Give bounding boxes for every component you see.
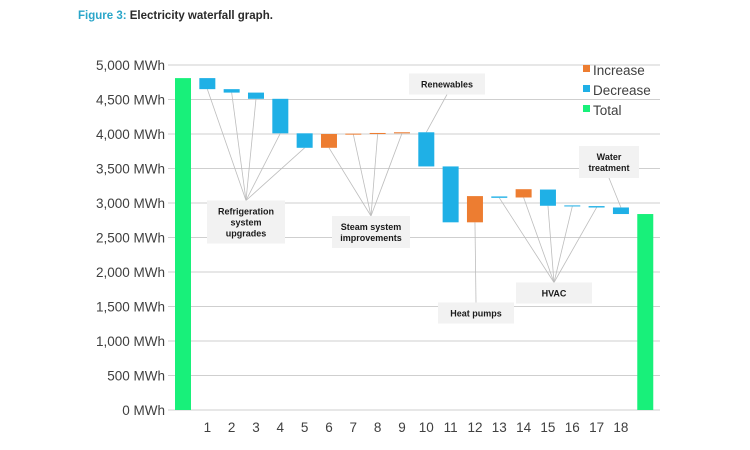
annotation-leader-line: [547, 205, 555, 283]
y-tick-label: 3,500 MWh: [96, 162, 165, 177]
x-tick-label: 4: [277, 420, 285, 435]
annotation-box: [409, 73, 485, 95]
decrease-bar: [612, 207, 629, 215]
annotation-label: HVAC: [542, 289, 567, 299]
x-tick-label: 8: [374, 420, 382, 435]
x-tick-label: 2: [228, 420, 236, 435]
annotation-label: treatment: [588, 163, 629, 173]
y-tick-label: 3,000 MWh: [96, 196, 165, 211]
y-tick-label: 500 MWh: [107, 369, 165, 384]
x-tick-label: 15: [540, 420, 555, 435]
x-tick-label: 14: [516, 420, 532, 435]
x-axis: 1 2 3 4 5 6 7 8 9 10 11 12 13 14 15 16 17 18: [204, 420, 629, 435]
x-tick-label: 13: [492, 420, 507, 435]
annotation-box: [516, 282, 592, 304]
x-tick-label: 12: [467, 420, 482, 435]
y-tick-label: 2,500 MWh: [96, 231, 165, 246]
legend-label: Total: [593, 103, 622, 118]
annotation-label: improvements: [340, 233, 402, 243]
annotation-label: Refrigeration: [218, 207, 274, 217]
annotation-leader-line: [608, 177, 622, 208]
decrease-bar: [296, 133, 313, 148]
decrease-bar: [491, 196, 508, 198]
legend-swatch-increase: [583, 65, 590, 72]
increase-bar: [393, 132, 410, 134]
decrease-bar: [588, 206, 605, 208]
annotation-leader-line: [352, 134, 372, 217]
annotation-leader-line: [245, 133, 281, 201]
annotation-box: [438, 302, 514, 324]
figure-caption-text: Electricity waterfall graph.: [129, 10, 273, 22]
annotation-leaders: [206, 89, 622, 303]
x-tick-label: 1: [204, 420, 212, 435]
x-tick-label: 16: [565, 420, 580, 435]
x-tick-label: 18: [613, 420, 628, 435]
figure-caption: Figure 3: Electricity waterfall graph.: [78, 10, 273, 22]
increase-bar: [320, 134, 337, 148]
annotation-leader-line: [523, 197, 555, 283]
y-tick-label: 1,000 MWh: [96, 334, 165, 349]
x-tick-label: 10: [419, 420, 434, 435]
grid-layer: [168, 64, 660, 411]
annotation-leader-line: [206, 89, 247, 201]
y-axis: 0 MWh 500 MWh 1,000 MWh 1,500 MWh 2,000 MWh 2…: [96, 58, 165, 418]
decrease-bar: [247, 92, 264, 99]
legend: Increase Decrease Total: [583, 63, 651, 118]
total-bar: [637, 214, 654, 410]
x-tick-label: 5: [301, 420, 309, 435]
total-bar: [175, 78, 191, 411]
increase-bar: [466, 196, 483, 223]
annotation-leader-line: [231, 92, 247, 201]
annotation-leader-line: [370, 133, 403, 217]
annotation-label: Water: [597, 152, 622, 162]
y-tick-label: 5,000 MWh: [96, 58, 165, 73]
annotation-leader-line: [370, 133, 379, 217]
x-tick-label: 11: [444, 420, 458, 435]
annotation-label: Renewables: [421, 80, 473, 90]
increase-bar: [369, 132, 386, 134]
x-tick-label: 9: [398, 420, 406, 435]
y-tick-label: 4,500 MWh: [96, 93, 165, 108]
x-tick-label: 6: [325, 420, 333, 435]
y-tick-label: 2,000 MWh: [96, 265, 165, 280]
y-tick-label: 4,000 MWh: [96, 127, 165, 142]
annotation-box: [207, 200, 285, 244]
annotation-label: Steam system: [341, 222, 402, 232]
y-tick-label: 0 MWh: [122, 403, 165, 418]
annotation-leader-line: [553, 207, 597, 283]
x-tick-label: 3: [252, 420, 260, 435]
decrease-bar: [418, 132, 435, 167]
legend-label: Increase: [593, 63, 645, 78]
decrease-bar: [223, 89, 240, 93]
annotation-box: [332, 216, 410, 248]
decrease-bar: [442, 166, 459, 223]
annotation-leader-line: [245, 147, 305, 201]
decrease-bar: [272, 98, 289, 134]
annotation-leader-line: [425, 94, 448, 133]
annotation-leader-line: [553, 206, 573, 283]
bars: [175, 78, 654, 411]
figure-label: Figure 3:: [78, 10, 127, 22]
annotation-box: [579, 146, 639, 178]
y-tick-label: 1,500 MWh: [96, 300, 165, 315]
annotation-label: Heat pumps: [450, 309, 502, 319]
legend-swatch-decrease: [583, 85, 590, 92]
annotation-leader-line: [474, 222, 477, 303]
increase-bar: [345, 133, 362, 135]
annotation-label: upgrades: [226, 229, 267, 239]
annotation-leader-line: [498, 197, 555, 283]
annotation-label: system: [230, 218, 261, 228]
decrease-bar: [564, 205, 581, 207]
decrease-bar: [199, 78, 216, 90]
decrease-bar: [539, 189, 556, 206]
legend-label: Decrease: [593, 83, 651, 98]
annotation-leader-line: [245, 98, 257, 201]
x-tick-label: 7: [350, 420, 358, 435]
annotation-leader-line: [328, 147, 372, 217]
legend-swatch-total: [583, 105, 590, 112]
increase-bar: [515, 189, 532, 198]
x-tick-label: 17: [589, 420, 604, 435]
